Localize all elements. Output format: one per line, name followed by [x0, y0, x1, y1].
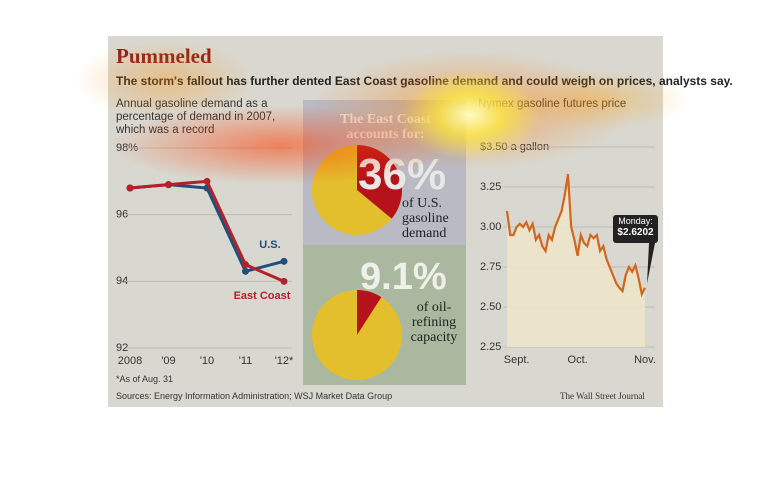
- point: [242, 267, 249, 275]
- point: [242, 261, 249, 269]
- x-tick-label: Nov.: [634, 354, 656, 366]
- point: [203, 177, 211, 185]
- pie-value-label: 9.1%: [360, 256, 447, 298]
- subtitle: The storm's fallout has further dented E…: [116, 74, 733, 88]
- y-tick-label: 2.25: [480, 341, 501, 353]
- callout: Monday: $2.6202: [613, 215, 658, 243]
- x-tick-label: '09: [161, 355, 175, 367]
- series-label: U.S.: [259, 239, 280, 251]
- annotation: Monday:: [618, 216, 653, 226]
- y-tick-label: 3.25: [480, 181, 501, 193]
- pie-heading: The East Coast accounts for:: [339, 112, 431, 142]
- x-tick-label: 2008: [118, 355, 142, 367]
- credit: The Wall Street Journal: [560, 391, 645, 401]
- series-label: East Coast: [234, 290, 291, 302]
- x-tick-label: Oct.: [568, 354, 588, 366]
- point: [165, 181, 172, 189]
- pie-value-label: 36%: [358, 150, 447, 199]
- x-tick-label: Sept.: [504, 354, 530, 366]
- y-tick-label: 2.50: [480, 301, 501, 313]
- point: [126, 184, 134, 192]
- title: Pummeled: [116, 44, 212, 68]
- value-label: $2.6202: [617, 227, 654, 238]
- chart-title: Nymex gasoline futures price: [478, 98, 627, 110]
- pie-label: of oil-refining capacity: [410, 300, 458, 345]
- note: *As of Aug. 31: [116, 374, 174, 384]
- x-tick-label: '11: [239, 355, 253, 367]
- y-tick-label: 2.75: [480, 261, 501, 273]
- point: [280, 277, 288, 285]
- x-tick-label: '10: [200, 355, 214, 367]
- y-tick-label: 3.00: [480, 221, 501, 233]
- pie-label: of U.S. gasoline demand: [402, 196, 449, 241]
- point: [280, 257, 288, 265]
- source: Sources: Energy Information Administrati…: [116, 391, 393, 401]
- x-tick-label: '12*: [275, 355, 294, 367]
- chart-title: Annual gasoline demand as a percentage o…: [116, 98, 276, 136]
